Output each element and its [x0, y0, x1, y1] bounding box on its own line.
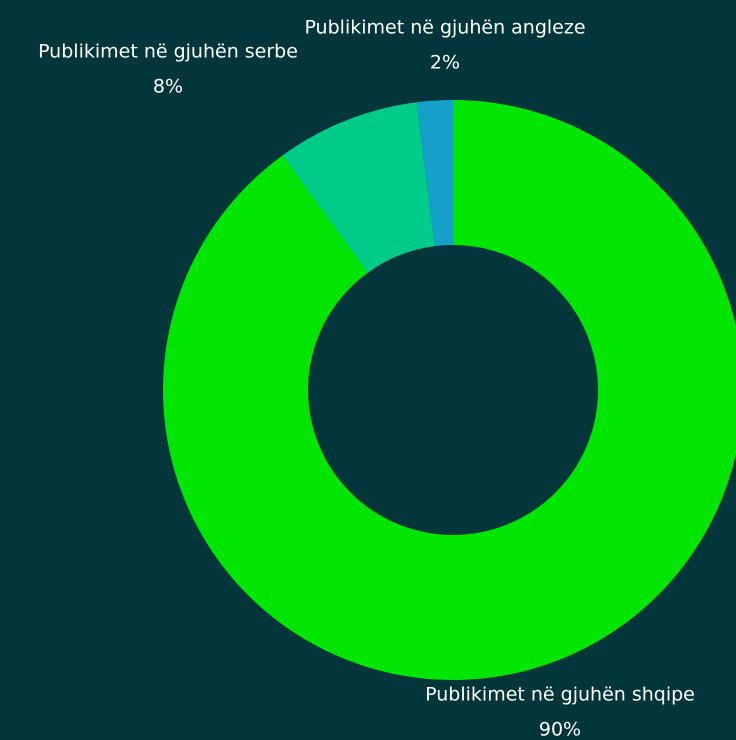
- donut-slice: [416, 100, 453, 247]
- slice-label: Publikimet në gjuhën serbe: [38, 41, 298, 63]
- slice-label: Publikimet në gjuhën angleze: [304, 17, 585, 39]
- slice-value-label: 8%: [153, 76, 183, 98]
- donut-slice: [163, 100, 736, 680]
- slice-value-label: 2%: [430, 52, 460, 74]
- donut-slice: [282, 102, 435, 273]
- slice-value-label: 90%: [539, 719, 581, 740]
- slice-label: Publikimet në gjuhën shqipe: [425, 684, 695, 706]
